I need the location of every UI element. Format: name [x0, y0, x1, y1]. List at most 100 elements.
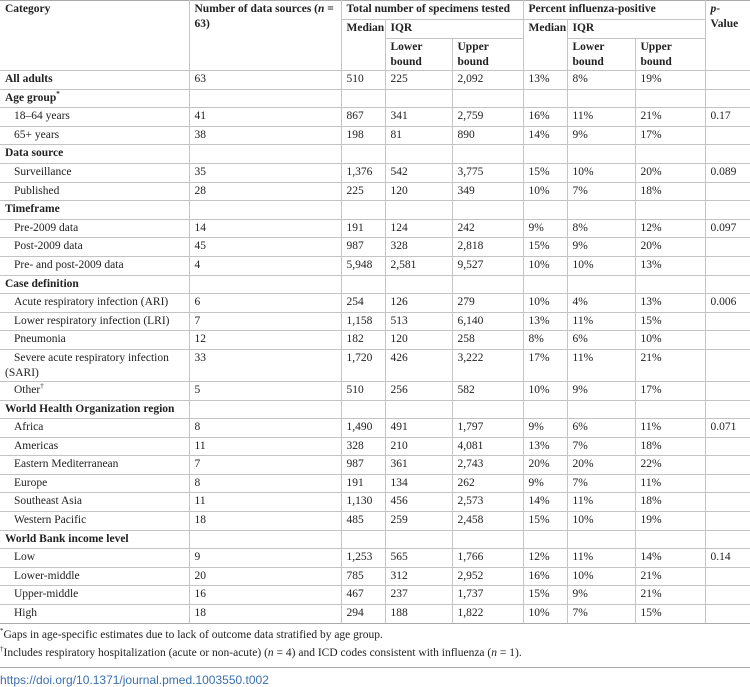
cell-p	[704, 492, 750, 513]
cell-med	[340, 529, 386, 550]
cell-lo: 542	[384, 162, 453, 183]
cell-hi: 1,822	[451, 604, 524, 624]
cell-hi: 582	[451, 380, 524, 401]
row-label: Pneumonia	[0, 330, 190, 350]
cell-pmed: 13%	[522, 436, 568, 457]
row-label: Africa	[0, 418, 190, 438]
row-label: World Health Organization region	[0, 399, 190, 420]
cell-lo: 256	[384, 380, 453, 401]
cell-med: 785	[340, 566, 386, 587]
col-header-lower: Lower bound	[385, 38, 453, 71]
cell-pmed: 20%	[522, 455, 568, 475]
col-header-median-pct: Median	[522, 19, 568, 71]
cell-phi	[634, 144, 706, 164]
cell-n: 7	[188, 455, 342, 475]
cell-pmed: 10%	[522, 181, 568, 202]
cell-n: 5	[188, 380, 342, 401]
row-label: High	[0, 604, 190, 624]
row-label: Lower respiratory infection (LRI)	[0, 311, 190, 332]
cell-hi: 890	[451, 125, 524, 146]
cell-p	[704, 585, 750, 606]
cell-plo: 11%	[566, 348, 636, 382]
cell-phi: 15%	[634, 604, 706, 624]
cell-lo: 237	[384, 585, 453, 606]
cell-n: 63	[188, 70, 342, 90]
row-label: Case definition	[0, 274, 190, 295]
row-label: Surveillance	[0, 162, 190, 183]
cell-phi	[634, 529, 706, 550]
cell-plo	[566, 88, 636, 109]
cell-hi: 2,818	[451, 237, 524, 257]
row-label: Southeast Asia	[0, 492, 190, 513]
cell-phi: 11%	[634, 418, 706, 438]
table-row: 65+ years 38 198 81 890 14% 9% 17%	[0, 125, 750, 146]
cell-med: 254	[340, 293, 386, 313]
cell-phi: 19%	[634, 511, 706, 531]
cell-phi: 13%	[634, 255, 706, 276]
cell-n: 6	[188, 293, 342, 313]
cell-phi: 13%	[634, 293, 706, 313]
cell-hi: 1,737	[451, 585, 524, 606]
cell-hi: 4,081	[451, 436, 524, 457]
cell-plo	[566, 144, 636, 164]
row-label: Severe acute respiratory infection (SARI…	[0, 348, 190, 382]
cell-lo: 2,581	[384, 255, 453, 276]
cell-phi: 10%	[634, 330, 706, 350]
cell-pmed: 15%	[522, 162, 568, 183]
cell-hi	[451, 200, 524, 220]
table-row: Low 9 1,253 565 1,766 12% 11% 14% 0.14	[0, 548, 750, 568]
table-row: Lower respiratory infection (LRI) 7 1,158 5…	[0, 311, 750, 332]
cell-p	[704, 529, 750, 550]
cell-p	[704, 237, 750, 257]
table-row: Pre- and post-2009 data 4 5,948 2,581 9,527 1…	[0, 255, 750, 276]
cell-lo: 210	[384, 436, 453, 457]
cell-med: 867	[340, 107, 386, 127]
cell-n	[188, 399, 342, 420]
doi-link[interactable]: https://doi.org/10.1371/journal.pmed.100…	[0, 672, 269, 687]
row-label: Western Pacific	[0, 511, 190, 531]
cell-hi: 279	[451, 293, 524, 313]
cell-pmed	[522, 144, 568, 164]
cell-p	[704, 330, 750, 350]
cell-med: 1,158	[340, 311, 386, 332]
cell-hi: 2,759	[451, 107, 524, 127]
cell-pmed: 8%	[522, 330, 568, 350]
table-row: Eastern Mediterranean 7 987 361 2,743 20% 20% 2…	[0, 455, 750, 475]
cell-p	[704, 511, 750, 531]
cell-n: 4	[188, 255, 342, 276]
cell-med	[340, 144, 386, 164]
row-label: All adults	[0, 70, 190, 90]
col-header-lower-pct: Lower bound	[566, 38, 636, 71]
cell-n: 18	[188, 511, 342, 531]
col-header-upper-pct: Upper bound	[634, 38, 706, 71]
cell-pmed	[522, 200, 568, 220]
cell-plo: 6%	[566, 330, 636, 350]
cell-pmed: 10%	[522, 255, 568, 276]
row-label: 65+ years	[0, 125, 190, 146]
cell-pmed: 16%	[522, 107, 568, 127]
row-label: Pre-2009 data	[0, 218, 190, 239]
cell-hi	[451, 274, 524, 295]
cell-phi	[634, 88, 706, 109]
cell-pmed	[522, 399, 568, 420]
cell-plo	[566, 399, 636, 420]
table-row: Pre-2009 data 14 191 124 242 9% 8% 12% 0.097	[0, 218, 750, 239]
cell-phi: 17%	[634, 125, 706, 146]
cell-lo	[384, 200, 453, 220]
table-row: Lower-middle 20 785 312 2,952 16% 10% 21%	[0, 566, 750, 587]
cell-n: 16	[188, 585, 342, 606]
cell-lo: 491	[384, 418, 453, 438]
cell-phi: 18%	[634, 181, 706, 202]
col-header-percent-positive: Percent influenza-positive	[522, 0, 706, 20]
cell-plo: 6%	[566, 418, 636, 438]
cell-plo: 11%	[566, 548, 636, 568]
row-label: Low	[0, 548, 190, 568]
cell-phi: 17%	[634, 380, 706, 401]
col-header-total-specimens: Total number of specimens tested	[340, 0, 524, 20]
cell-lo: 426	[384, 348, 453, 382]
col-header-p-value: p-Value	[704, 0, 750, 71]
cell-phi: 11%	[634, 473, 706, 494]
cell-hi: 3,775	[451, 162, 524, 183]
cell-med: 1,720	[340, 348, 386, 382]
cell-plo	[566, 529, 636, 550]
